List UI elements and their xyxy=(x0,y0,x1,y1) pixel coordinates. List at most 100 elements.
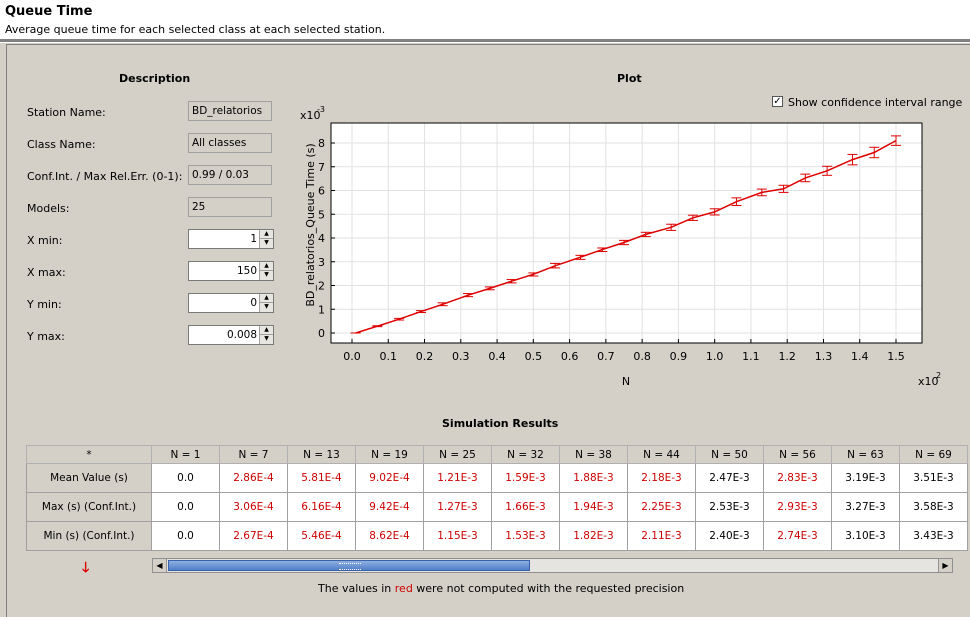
table-cell: 1.82E-3 xyxy=(559,521,628,551)
table-cell: 2.53E-3 xyxy=(695,492,764,522)
table-cell: 1.66E-3 xyxy=(491,492,560,522)
table-cell: 5.46E-4 xyxy=(287,521,356,551)
x-max-label: X max: xyxy=(27,266,66,279)
table-cell: 9.42E-4 xyxy=(355,492,424,522)
row-header: Mean Value (s) xyxy=(26,463,152,493)
column-header[interactable]: N = 1 xyxy=(151,445,220,464)
table-cell: 2.11E-3 xyxy=(627,521,696,551)
table-row: Max (s) (Conf.Int.) 0.0 3.06E-4 6.16E-4 9.42… xyxy=(26,492,968,522)
table-cell: 3.10E-3 xyxy=(831,521,900,551)
scroll-right-icon[interactable]: ▶ xyxy=(938,559,952,572)
x-max-spinner[interactable]: 150 ▲ ▼ xyxy=(188,261,274,281)
spin-up-icon[interactable]: ▲ xyxy=(260,294,273,303)
table-cell: 0.0 xyxy=(151,463,220,493)
y-max-label: Y max: xyxy=(27,330,65,343)
models-label: Models: xyxy=(27,202,70,215)
y-max-value[interactable]: 0.008 xyxy=(226,329,257,341)
column-header[interactable]: N = 50 xyxy=(695,445,764,464)
column-header[interactable]: N = 13 xyxy=(287,445,356,464)
table-cell: 6.16E-4 xyxy=(287,492,356,522)
table-cell: 3.27E-3 xyxy=(831,492,900,522)
spin-down-icon[interactable]: ▼ xyxy=(260,239,273,248)
class-name-label: Class Name: xyxy=(27,138,96,151)
scroll-left-icon[interactable]: ◀ xyxy=(153,559,167,572)
column-header[interactable]: N = 69 xyxy=(899,445,968,464)
precision-note-pre: The values in xyxy=(318,582,395,595)
show-ci-checkbox[interactable]: ✓ xyxy=(772,96,783,107)
description-heading: Description xyxy=(119,72,191,85)
spin-up-icon[interactable]: ▲ xyxy=(260,262,273,271)
table-cell: 2.74E-3 xyxy=(763,521,832,551)
precision-note-red: red xyxy=(394,582,413,595)
table-cell: 0.0 xyxy=(151,521,220,551)
x-min-label: X min: xyxy=(27,234,63,247)
table-cell: 3.58E-3 xyxy=(899,492,968,522)
table-cell: 5.81E-4 xyxy=(287,463,356,493)
column-header[interactable]: N = 25 xyxy=(423,445,492,464)
results-heading: Simulation Results xyxy=(442,417,559,430)
table-cell: 0.0 xyxy=(151,492,220,522)
precision-note-post: were not computed with the requested pre… xyxy=(412,582,685,595)
table-cell: 1.94E-3 xyxy=(559,492,628,522)
table-row: Min (s) (Conf.Int.) 0.0 2.67E-4 5.46E-4 8.62… xyxy=(26,521,968,551)
x-max-value[interactable]: 150 xyxy=(236,265,257,277)
header-divider xyxy=(0,39,970,43)
show-ci-label[interactable]: Show confidence interval range xyxy=(788,96,963,109)
table-cell: 9.02E-4 xyxy=(355,463,424,493)
table-cell: 2.83E-3 xyxy=(763,463,832,493)
y-min-label: Y min: xyxy=(27,298,62,311)
horizontal-scrollbar[interactable]: ◀ ▶ xyxy=(152,558,953,573)
table-row: Mean Value (s) 0.0 2.86E-4 5.81E-4 9.02E-4 1.… xyxy=(26,463,968,493)
spin-down-icon[interactable]: ▼ xyxy=(260,335,273,344)
class-name-field: All classes xyxy=(188,133,272,153)
table-cell: 1.15E-3 xyxy=(423,521,492,551)
table-cell: 2.18E-3 xyxy=(627,463,696,493)
column-header[interactable]: N = 56 xyxy=(763,445,832,464)
row-header: Min (s) (Conf.Int.) xyxy=(26,521,152,551)
spin-down-icon[interactable]: ▼ xyxy=(260,271,273,280)
table-cell: 2.86E-4 xyxy=(219,463,288,493)
export-arrow-icon[interactable]: 🡓 xyxy=(82,560,90,576)
station-name-field: BD_relatorios xyxy=(188,101,272,121)
table-cell: 3.43E-3 xyxy=(899,521,968,551)
models-field: 25 xyxy=(188,197,272,217)
table-cell: 8.62E-4 xyxy=(355,521,424,551)
page-title: Queue Time xyxy=(5,4,93,19)
table-cell: 1.59E-3 xyxy=(491,463,560,493)
table-cell: 2.25E-3 xyxy=(627,492,696,522)
row-header: Max (s) (Conf.Int.) xyxy=(26,492,152,522)
plot-heading: Plot xyxy=(617,72,642,85)
table-cell: 1.21E-3 xyxy=(423,463,492,493)
table-cell: 1.53E-3 xyxy=(491,521,560,551)
spin-down-icon[interactable]: ▼ xyxy=(260,303,273,312)
precision-note: The values in red were not computed with… xyxy=(318,582,684,595)
station-name-label: Station Name: xyxy=(27,106,106,119)
y-min-value[interactable]: 0 xyxy=(250,297,257,309)
column-header[interactable]: N = 38 xyxy=(559,445,628,464)
table-cell: 3.06E-4 xyxy=(219,492,288,522)
page-subtitle: Average queue time for each selected cla… xyxy=(5,23,386,36)
x-min-value[interactable]: 1 xyxy=(250,233,257,245)
spin-up-icon[interactable]: ▲ xyxy=(260,326,273,335)
column-header[interactable]: N = 32 xyxy=(491,445,560,464)
y-min-spinner[interactable]: 0 ▲ ▼ xyxy=(188,293,274,313)
table-cell: 2.67E-4 xyxy=(219,521,288,551)
conf-int-field: 0.99 / 0.03 xyxy=(188,165,272,185)
column-header[interactable]: N = 44 xyxy=(627,445,696,464)
column-header[interactable]: N = 63 xyxy=(831,445,900,464)
column-header[interactable]: N = 19 xyxy=(355,445,424,464)
table-cell: 1.88E-3 xyxy=(559,463,628,493)
conf-int-label: Conf.Int. / Max Rel.Err. (0-1): xyxy=(27,170,183,183)
table-cell: 2.93E-3 xyxy=(763,492,832,522)
corner-header[interactable]: * xyxy=(26,445,152,464)
column-header[interactable]: N = 7 xyxy=(219,445,288,464)
scrollbar-thumb[interactable] xyxy=(168,560,530,571)
y-max-spinner[interactable]: 0.008 ▲ ▼ xyxy=(188,325,274,345)
x-min-spinner[interactable]: 1 ▲ ▼ xyxy=(188,229,274,249)
header-panel: Queue Time Average queue time for each s… xyxy=(0,0,970,40)
table-cell: 2.47E-3 xyxy=(695,463,764,493)
table-cell: 1.27E-3 xyxy=(423,492,492,522)
content-panel xyxy=(6,44,970,617)
spin-up-icon[interactable]: ▲ xyxy=(260,230,273,239)
